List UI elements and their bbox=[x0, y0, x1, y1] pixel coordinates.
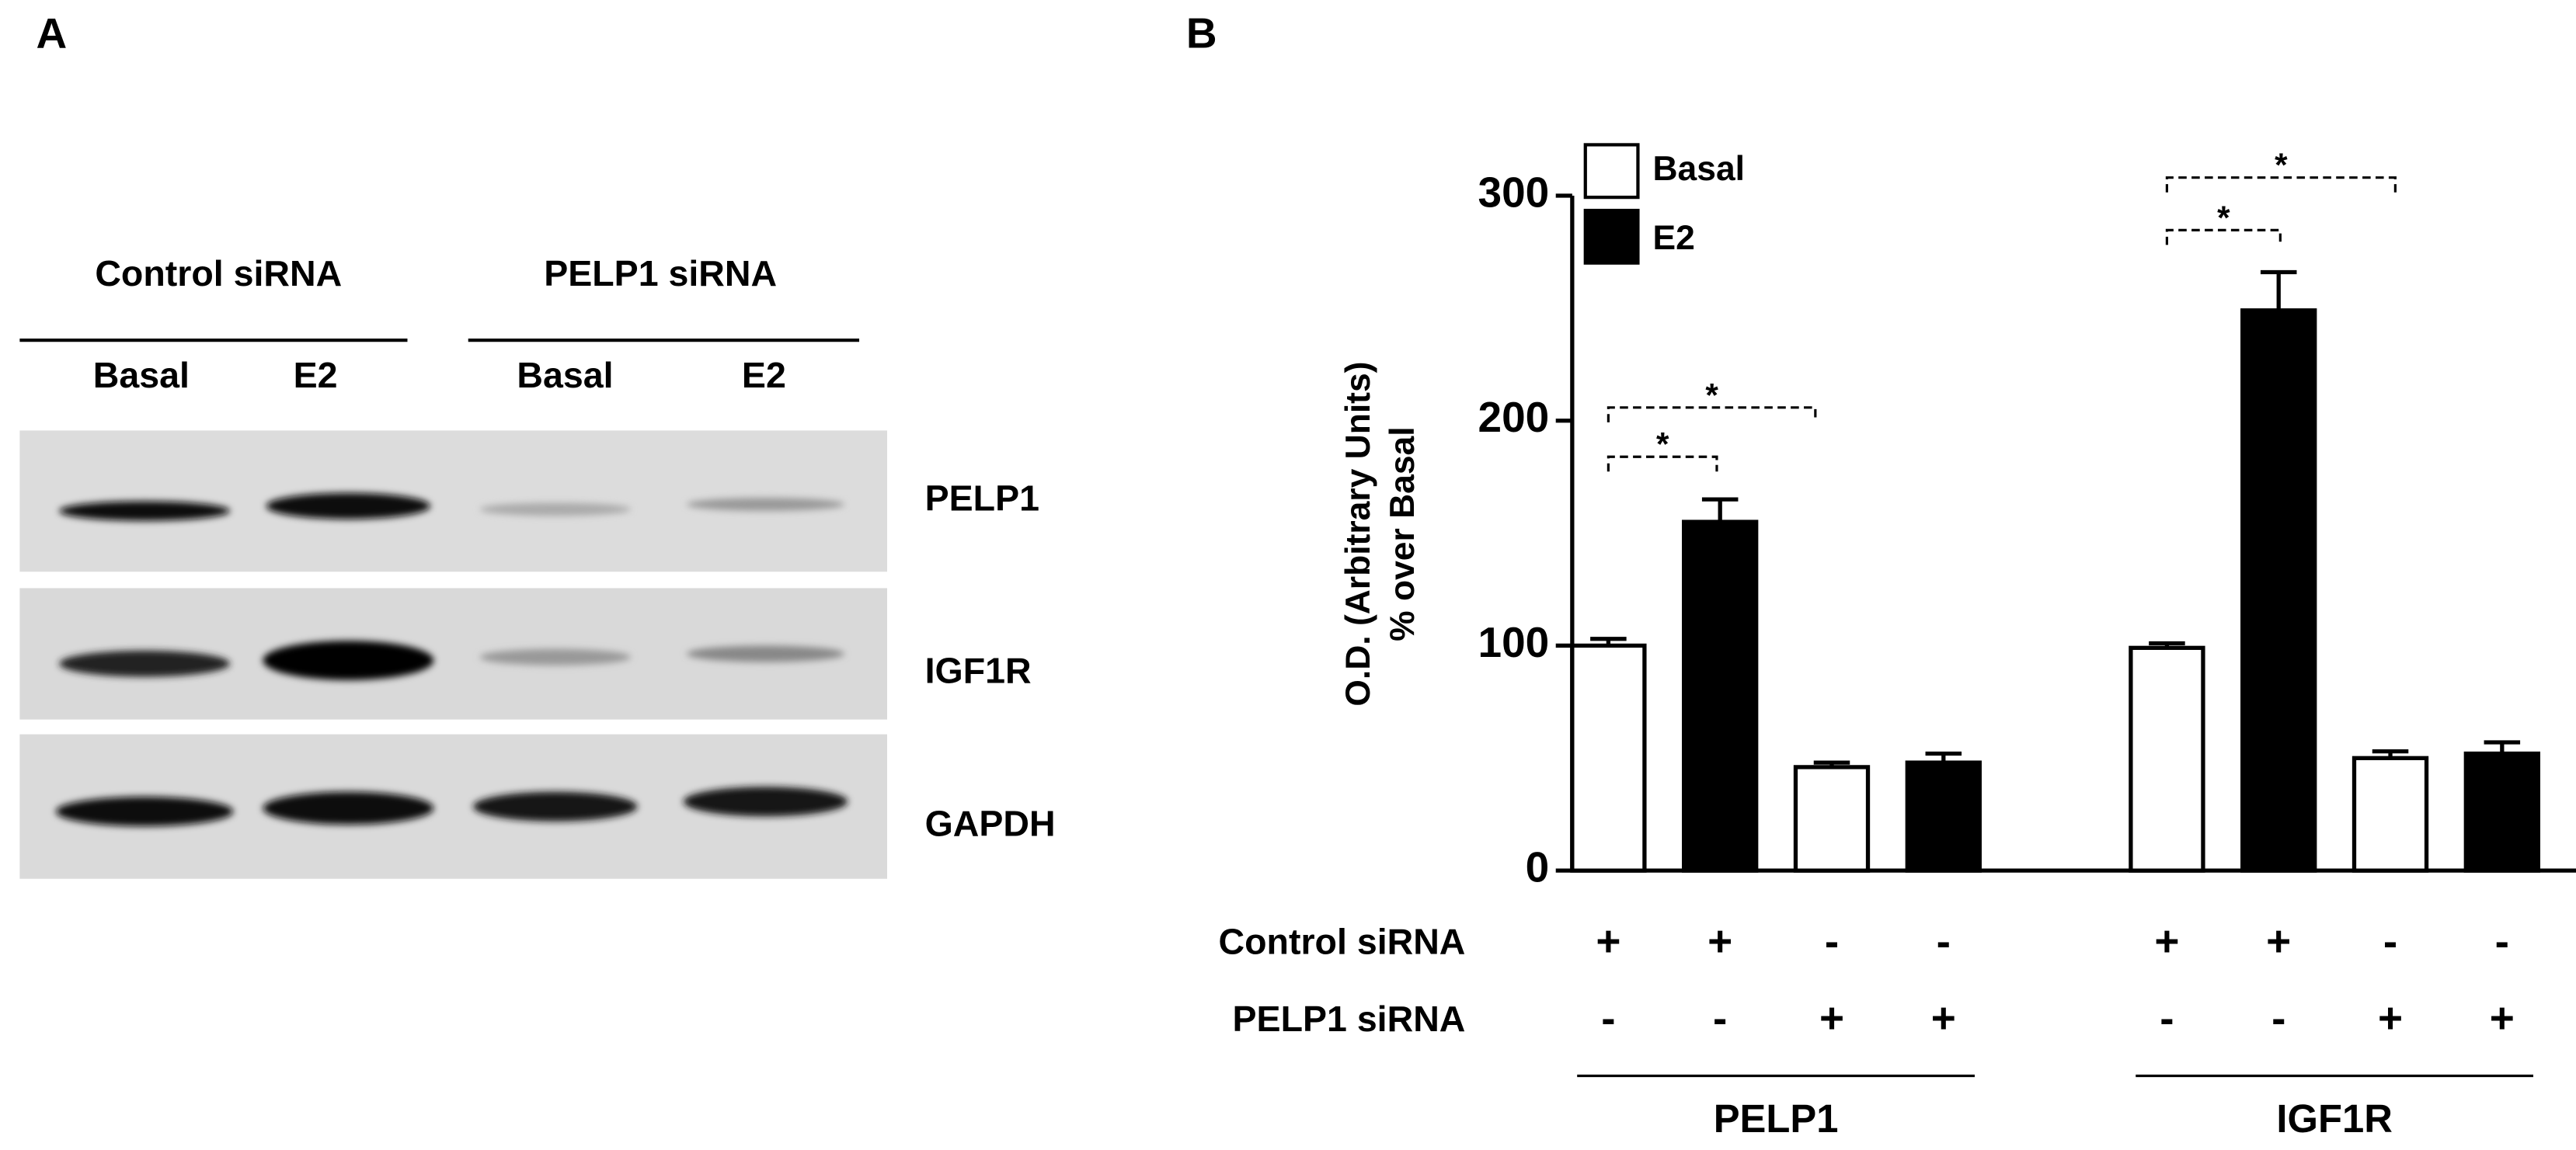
condition-mark: + bbox=[1819, 994, 1844, 1042]
significance-bracket bbox=[2165, 176, 2397, 193]
bar bbox=[2351, 756, 2429, 873]
y-axis-label: O.D. (Arbitrary Units) bbox=[1339, 362, 1377, 707]
condition-mark: - bbox=[2383, 917, 2397, 965]
bar bbox=[1905, 760, 1982, 873]
condition-mark: - bbox=[2271, 994, 2285, 1042]
blot-row-label: IGF1R bbox=[925, 651, 1032, 691]
significance-star: * bbox=[1705, 377, 1718, 413]
condition-label: PELP1 siRNA bbox=[1233, 999, 1466, 1039]
blot-row-label: PELP1 bbox=[925, 478, 1039, 519]
bar bbox=[2129, 645, 2205, 873]
significance-star: * bbox=[2275, 147, 2288, 183]
bar bbox=[1682, 519, 1759, 873]
condition-mark: - bbox=[1713, 994, 1727, 1042]
lane-label: Basal bbox=[93, 355, 190, 395]
condition-label: Control siRNA bbox=[1219, 922, 1466, 962]
significance-star: * bbox=[2217, 200, 2230, 236]
bar bbox=[2463, 751, 2541, 873]
condition-mark: + bbox=[1931, 994, 1956, 1042]
bar bbox=[1793, 765, 1871, 873]
condition-mark: + bbox=[2154, 917, 2179, 965]
blot-panel: Control siRNA PELP1 siRNA Basal E2 Basal… bbox=[19, 253, 1056, 879]
condition-mark: + bbox=[1596, 917, 1620, 965]
condition-mark: + bbox=[1707, 917, 1732, 965]
y-tick-label: 200 bbox=[1478, 393, 1550, 441]
bands bbox=[55, 492, 848, 827]
y-axis-label: % over Basal bbox=[1384, 426, 1422, 641]
condition-mark: - bbox=[2160, 994, 2174, 1042]
panel-label: B bbox=[1186, 9, 1217, 57]
lane-label: Basal bbox=[517, 355, 613, 395]
significance-bracket bbox=[1607, 455, 1718, 472]
blot-group: PELP1 siRNA bbox=[544, 253, 777, 294]
legend-label: Basal bbox=[1652, 150, 1745, 188]
legend-label: E2 bbox=[1652, 219, 1694, 257]
group-label: PELP1 bbox=[1714, 1096, 1839, 1141]
group-label: IGF1R bbox=[2276, 1096, 2392, 1141]
panel-label: A bbox=[37, 9, 68, 57]
legend-swatch bbox=[1583, 143, 1640, 200]
lane-label: E2 bbox=[294, 355, 338, 395]
condition-mark: - bbox=[1825, 917, 1839, 965]
bar bbox=[2240, 308, 2317, 873]
condition-mark: + bbox=[2378, 994, 2403, 1042]
significance-bracket bbox=[2165, 228, 2282, 245]
y-tick-label: 300 bbox=[1478, 169, 1550, 217]
legend-swatch bbox=[1583, 208, 1640, 265]
condition-mark: + bbox=[2266, 917, 2291, 965]
condition-mark: - bbox=[1937, 917, 1951, 965]
y-tick-label: 0 bbox=[1526, 843, 1550, 891]
blot-group: Control siRNA bbox=[95, 253, 342, 294]
y-tick-label: 100 bbox=[1478, 618, 1550, 666]
significance-star: * bbox=[1656, 426, 1669, 463]
significance-bracket bbox=[1607, 406, 1817, 422]
condition-mark: + bbox=[2490, 994, 2515, 1042]
condition-mark: - bbox=[1601, 994, 1615, 1042]
blot-row-label: GAPDH bbox=[925, 803, 1056, 843]
lane-label: E2 bbox=[742, 355, 786, 395]
bar bbox=[1570, 643, 1647, 873]
condition-mark: - bbox=[2495, 917, 2509, 965]
